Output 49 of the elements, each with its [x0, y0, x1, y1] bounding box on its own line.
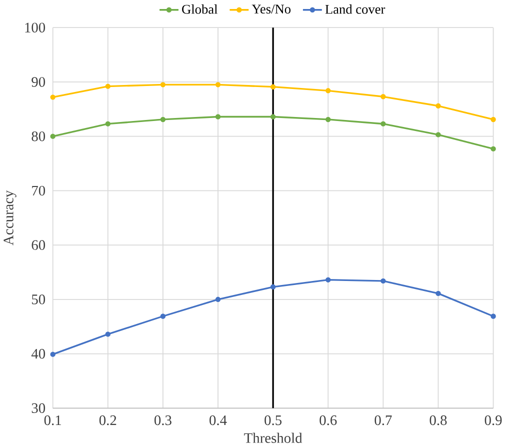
point [50, 352, 56, 358]
point [105, 332, 111, 337]
y-tick-label: 90 [32, 77, 46, 87]
point [160, 314, 166, 320]
point [326, 277, 331, 283]
point [436, 290, 441, 296]
x-tick-label: 0.8 [430, 416, 447, 426]
point [50, 134, 56, 140]
point [436, 103, 441, 109]
y-tick-label: 60 [32, 240, 46, 250]
y-tick-label: 40 [31, 349, 46, 359]
x-tick-label: 0.1 [44, 416, 61, 426]
point [105, 121, 111, 127]
point [50, 94, 56, 100]
y-tick-label: 80 [32, 132, 46, 142]
y-tick-label: 50 [32, 294, 46, 304]
point [215, 296, 221, 302]
x-tick-label: 0.9 [484, 416, 502, 426]
point [160, 117, 166, 122]
point [270, 84, 276, 90]
legend-label: Yes/No [252, 4, 291, 14]
x-axis-title: Threshold [244, 432, 302, 444]
x-tick-label: 0.4 [210, 416, 227, 426]
x-tick-label: 0.2 [99, 416, 116, 426]
x-tick-label: 0.7 [374, 416, 392, 426]
y-tick-label: 30 [32, 403, 46, 414]
point [270, 114, 276, 120]
point [380, 121, 386, 127]
point [380, 278, 386, 284]
point [490, 146, 496, 152]
point [215, 82, 221, 88]
y-tick-label: 70 [32, 186, 46, 196]
point [326, 117, 331, 122]
legend-label: Global [182, 4, 218, 14]
y-tick-label: 100 [25, 22, 46, 33]
x-tick-label: 0.5 [264, 416, 282, 426]
legend-label: Land cover [325, 4, 386, 14]
x-tick-label: 0.6 [320, 416, 337, 426]
point [215, 114, 221, 120]
point [326, 88, 331, 94]
y-axis-title: Accuracy [4, 190, 16, 246]
point [160, 82, 166, 88]
point [490, 314, 496, 320]
x-tick-label: 0.3 [154, 416, 172, 426]
point [105, 84, 111, 90]
point [436, 132, 441, 138]
point [270, 284, 276, 290]
point [380, 94, 386, 100]
point [490, 117, 496, 122]
